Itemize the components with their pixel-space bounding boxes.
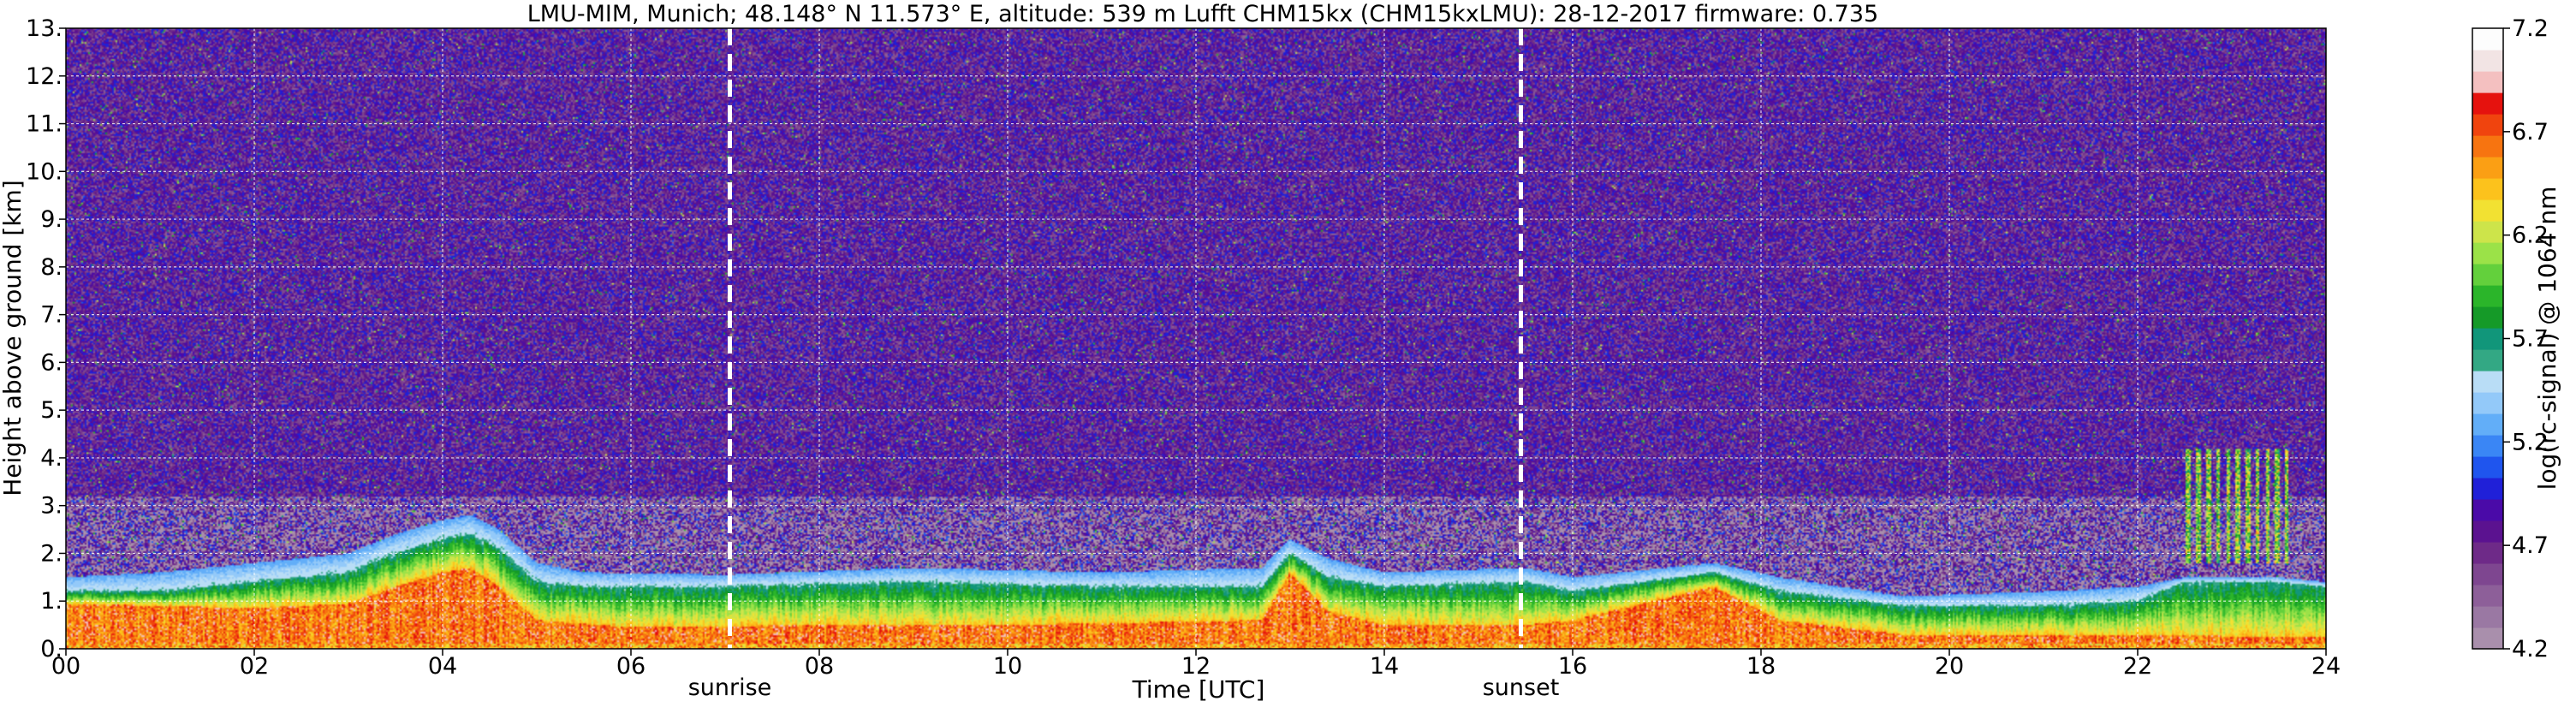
sunset-label: sunset	[1483, 674, 1560, 701]
y-tick-label: 11.	[26, 111, 62, 138]
colorbar-segment	[2472, 135, 2503, 157]
y-tick-label: 10.	[26, 158, 62, 185]
colorbar-segment	[2472, 199, 2503, 222]
colorbar-segment	[2472, 264, 2503, 286]
colorbar-segment	[2472, 50, 2503, 72]
colorbar-segment	[2472, 627, 2503, 650]
chart-title: LMU-MIM, Munich; 48.148° N 11.573° E, al…	[527, 1, 1878, 27]
colorbar-tick-label: 6.2	[2512, 223, 2549, 249]
x-tick-label: 14	[1370, 653, 1399, 680]
x-tick-label: 24	[2311, 653, 2341, 680]
x-axis-label: Time [UTC]	[1132, 675, 1265, 704]
x-tick-label: 00	[51, 653, 80, 680]
colorbar-segment	[2472, 242, 2503, 264]
colorbar-segment	[2472, 456, 2503, 478]
colorbar-segment	[2472, 221, 2503, 243]
colorbar-segment	[2472, 435, 2503, 457]
colorbar-label: log(rc-signal) @ 1064 nm	[2533, 187, 2561, 490]
x-tick-label: 12	[1181, 653, 1211, 680]
y-axis-label: Height above ground [km]	[0, 180, 27, 496]
colorbar-segment	[2472, 92, 2503, 115]
colorbar-segment	[2472, 542, 2503, 564]
x-axis: 00 02 04 06 08 10 12 14 16 18 20 22 24 sunrise sunset	[51, 649, 2341, 701]
grid	[66, 28, 2326, 649]
colorbar-segment	[2472, 585, 2503, 607]
x-tick-label: 06	[616, 653, 645, 680]
colorbar-segment	[2472, 520, 2503, 543]
y-tick-label: 3.	[40, 493, 62, 520]
colorbar-segment	[2472, 285, 2503, 307]
y-tick-label: 12.	[26, 63, 62, 90]
y-tick-label: 7.	[40, 302, 62, 329]
y-tick-label: 9.	[40, 206, 62, 233]
x-tick-label: 22	[2123, 653, 2152, 680]
colorbar-segment	[2472, 606, 2503, 628]
y-tick-label: 1.	[40, 588, 62, 615]
colorbar-segment	[2472, 114, 2503, 136]
colorbar-tick-label: 4.7	[2512, 532, 2549, 559]
colorbar-segment	[2472, 28, 2503, 50]
y-tick-label: 5.	[40, 397, 62, 424]
x-tick-label: 04	[428, 653, 457, 680]
colorbar-tick-label: 7.2	[2512, 15, 2549, 42]
y-tick-label: 6.	[40, 349, 62, 376]
colorbar-segment	[2472, 71, 2503, 93]
y-tick-label: 13.	[26, 15, 62, 42]
y-tick-label: 2.	[40, 540, 62, 567]
colorbar-segment	[2472, 499, 2503, 521]
colorbar-segment	[2472, 563, 2503, 585]
x-tick-label: 20	[1935, 653, 1964, 680]
colorbar-segment	[2472, 371, 2503, 393]
y-tick-label: 4.	[40, 445, 62, 472]
colorbar-segment	[2472, 157, 2503, 179]
colorbar-tick-label: 5.7	[2512, 326, 2549, 353]
x-tick-label: 08	[805, 653, 834, 680]
colorbar-tick-label: 5.2	[2512, 429, 2549, 455]
sunrise-label: sunrise	[688, 674, 772, 701]
colorbar-segment	[2472, 328, 2503, 350]
annotation-lines	[728, 28, 1523, 649]
colorbar-segment	[2472, 306, 2503, 329]
colorbar-segment	[2472, 478, 2503, 500]
colorbar-segment	[2472, 413, 2503, 436]
colorbar-tick-label: 6.7	[2512, 119, 2549, 146]
colorbar-segment	[2472, 349, 2503, 371]
x-tick-label: 18	[1746, 653, 1776, 680]
x-tick-label: 16	[1558, 653, 1587, 680]
colorbar: 4.2 4.7 5.2 5.7 6.2 6.7 7.2	[2472, 15, 2549, 662]
colorbar-tick-label: 4.2	[2512, 636, 2549, 662]
x-tick-label: 02	[240, 653, 269, 680]
y-tick-label: 8.	[40, 254, 62, 281]
colorbar-segment	[2472, 178, 2503, 200]
y-tick-label: 0.	[40, 636, 62, 662]
y-axis: 0. 1. 2. 3. 4. 5. 6. 7. 8. 9. 10. 11. 12. 13.	[26, 15, 66, 662]
colorbar-segment	[2472, 392, 2503, 414]
x-tick-label: 10	[993, 653, 1022, 680]
